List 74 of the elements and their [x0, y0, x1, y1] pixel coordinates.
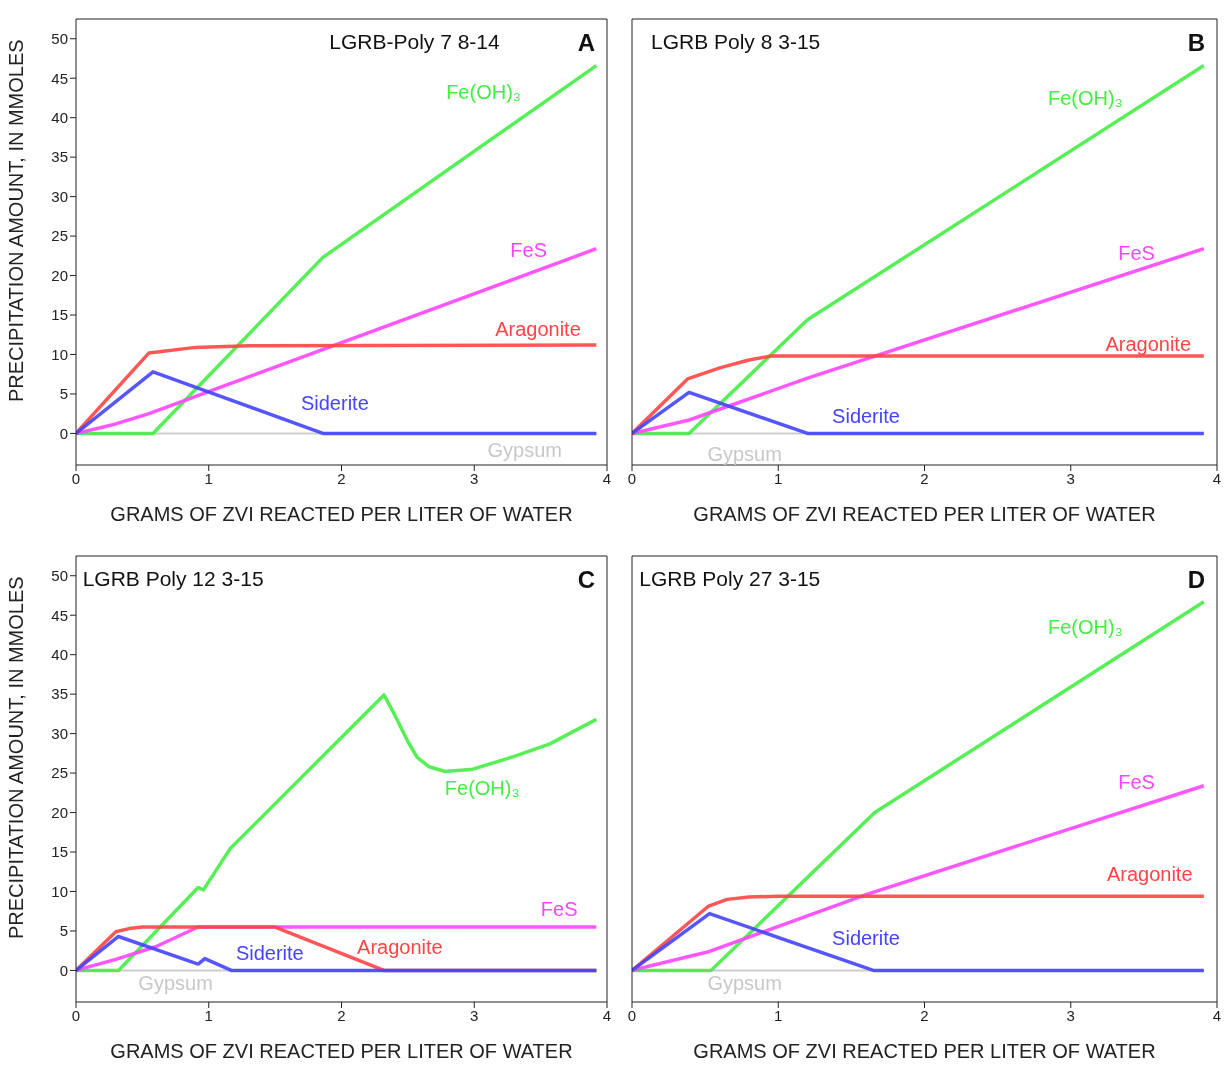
x-tick-label: 4 — [1212, 1006, 1222, 1024]
y-tick-label: 15 — [51, 843, 68, 861]
x-axis-title: GRAMS OF ZVI REACTED PER LITER OF WATER — [110, 503, 573, 525]
y-tick-label: 10 — [51, 345, 68, 363]
y-tick-label: 35 — [51, 685, 68, 703]
series-label: Fe(OH)₃ — [446, 81, 521, 104]
y-tick-label: 30 — [51, 187, 68, 205]
x-tick-label: 1 — [774, 1006, 783, 1024]
annotation: C — [577, 566, 595, 593]
text: LGRB Poly 8 3-15 — [651, 30, 821, 53]
y-tick-label: 35 — [51, 148, 68, 166]
series-label: FeS — [540, 898, 578, 921]
x-tick-label: 1 — [204, 469, 213, 487]
x-tick-label: 3 — [1066, 1006, 1075, 1024]
y-tick-label: 25 — [51, 227, 68, 245]
x-tick-label: 0 — [71, 469, 81, 487]
x-tick-label: 1 — [774, 469, 783, 487]
line-series — [76, 693, 599, 973]
y-tick-label: 5 — [59, 385, 68, 403]
y-tick-label: 25 — [51, 764, 68, 782]
series-label: FeS — [510, 239, 548, 262]
x-tick-label: 0 — [71, 1006, 81, 1024]
y-tick-label: 5 — [59, 922, 68, 940]
annotation: D — [1187, 566, 1205, 593]
series-label: FeS — [1118, 242, 1155, 265]
y-tick-label: 40 — [51, 109, 68, 126]
y-tick-label: 0 — [59, 424, 68, 442]
x-tick-label: 3 — [470, 1006, 479, 1024]
x-tick-label: 2 — [337, 1006, 346, 1024]
y-axis-title: PRECIPITATION AMOUNT, IN MMOLES — [5, 576, 28, 939]
x-tick-label: 4 — [1212, 469, 1222, 487]
y-tick-label: 45 — [51, 69, 68, 87]
series-label: Aragonite — [1105, 333, 1192, 356]
annotation: B — [1187, 29, 1205, 56]
x-tick-label: 3 — [470, 469, 479, 487]
y-tick-label: 0 — [59, 961, 68, 979]
x-tick-label: 3 — [1066, 469, 1075, 487]
x-tick-label: 0 — [627, 1006, 637, 1024]
x-tick-label: 2 — [920, 1006, 929, 1024]
x-axis-title: GRAMS OF ZVI REACTED PER LITER OF WATER — [693, 1040, 1156, 1062]
series-label: Siderite — [300, 392, 369, 415]
x-axis-title: GRAMS OF ZVI REACTED PER LITER OF WATER — [693, 503, 1156, 525]
text: LGRB Poly 27 3-15 — [639, 567, 821, 590]
x-tick-label: 4 — [602, 469, 612, 487]
y-tick-label: 20 — [51, 803, 68, 821]
line-series — [76, 934, 599, 973]
y-tick-label: 40 — [51, 646, 68, 663]
annotation: A — [577, 29, 595, 56]
series-label: Aragonite — [1106, 863, 1193, 886]
text: LGRB Poly 12 3-15 — [82, 567, 264, 590]
series-label: Aragonite — [357, 936, 443, 959]
y-tick-label: 20 — [51, 266, 68, 284]
series-label: Fe(OH)₃ — [1047, 86, 1123, 109]
x-tick-label: 4 — [602, 1006, 612, 1024]
x-tick-label: 0 — [627, 469, 637, 487]
x-tick-label: 2 — [920, 469, 929, 487]
series-label: Siderite — [832, 404, 900, 427]
y-axis-title: PRECIPITATION AMOUNT, IN MMOLES — [5, 39, 28, 402]
series-label: FeS — [1118, 771, 1155, 794]
series-label: Fe(OH)₃ — [444, 777, 520, 800]
series-label: Siderite — [235, 942, 304, 965]
y-tick-label: 10 — [51, 882, 68, 900]
x-tick-label: 2 — [337, 469, 346, 487]
text: LGRB-Poly 7 8-14 — [329, 30, 501, 53]
y-tick-label: 50 — [51, 30, 68, 48]
x-tick-label: 1 — [204, 1006, 213, 1024]
y-tick-label: 45 — [51, 606, 68, 624]
y-tick-label: 50 — [51, 567, 68, 585]
x-axis-title: GRAMS OF ZVI REACTED PER LITER OF WATER — [110, 1040, 573, 1062]
y-tick-label: 15 — [51, 306, 68, 324]
y-tick-label: 30 — [51, 724, 68, 742]
series-label: Siderite — [832, 927, 900, 950]
series-label: Aragonite — [495, 318, 581, 341]
series-label: Fe(OH)₃ — [1047, 615, 1123, 638]
